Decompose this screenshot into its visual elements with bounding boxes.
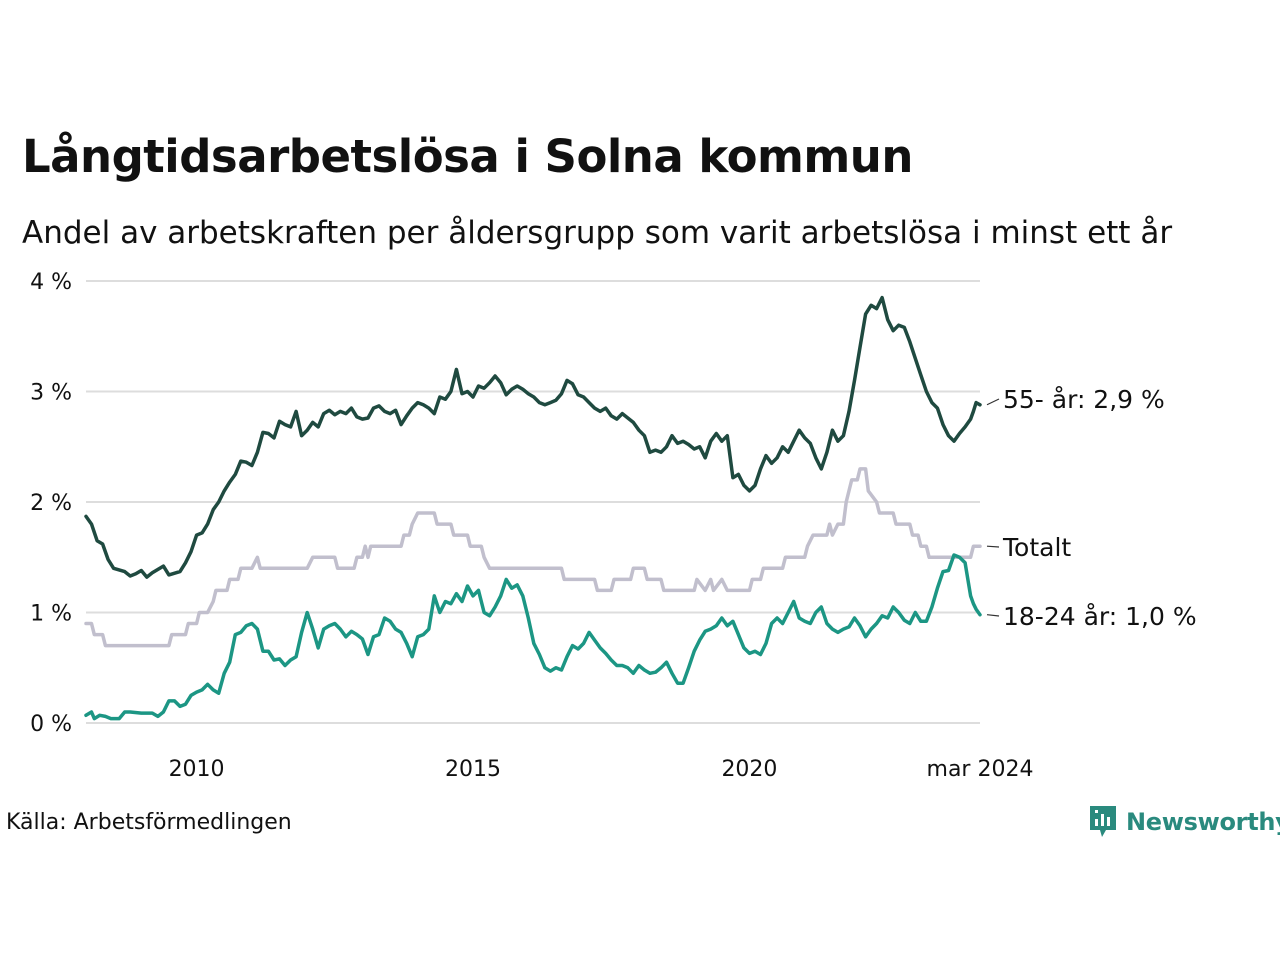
grid-lines [86, 280, 980, 724]
end-label-connector [986, 545, 1000, 548]
x-tick-label: 2010 [169, 757, 225, 782]
series-line-1 [84, 467, 982, 648]
series-end-label: Totalt [1002, 533, 1071, 562]
y-tick-label: 4 % [30, 270, 72, 295]
chart-subtitle: Andel av arbetskraften per åldersgrupp s… [22, 215, 1173, 251]
x-tick-label: 2020 [721, 757, 777, 782]
x-tick-label: 2015 [445, 757, 501, 782]
end-label-connector [986, 614, 1000, 617]
end-label-connector [986, 398, 1000, 406]
series-line-2 [84, 553, 982, 721]
series-end-label: 55- år: 2,9 % [1003, 385, 1165, 414]
y-tick-label: 3 % [30, 381, 72, 406]
y-axis-ticks: 0 % 1 % 2 % 3 % 4 % [30, 270, 72, 737]
source-note: Källa: Arbetsförmedlingen [6, 810, 292, 835]
newsworthy-logo-text: Newsworthy [1126, 808, 1280, 836]
y-tick-label: 1 % [30, 602, 72, 627]
x-tick-label: mar 2024 [927, 757, 1034, 782]
newsworthy-logo-icon [1090, 806, 1116, 837]
y-tick-label: 2 % [30, 491, 72, 516]
series-end-labels: 55- år: 2,9 % Totalt 18-24 år: 1,0 % [986, 385, 1197, 631]
series-end-label: 18-24 år: 1,0 % [1003, 602, 1197, 631]
x-axis-ticks: 2010 2015 2020 mar 2024 [169, 757, 1034, 782]
y-tick-label: 0 % [30, 712, 72, 737]
chart-title: Långtidsarbetslösa i Solna kommun [22, 130, 913, 183]
series-lines [84, 295, 982, 721]
newsworthy-logo: Newsworthy [1088, 804, 1280, 840]
series-line-0 [84, 295, 982, 579]
